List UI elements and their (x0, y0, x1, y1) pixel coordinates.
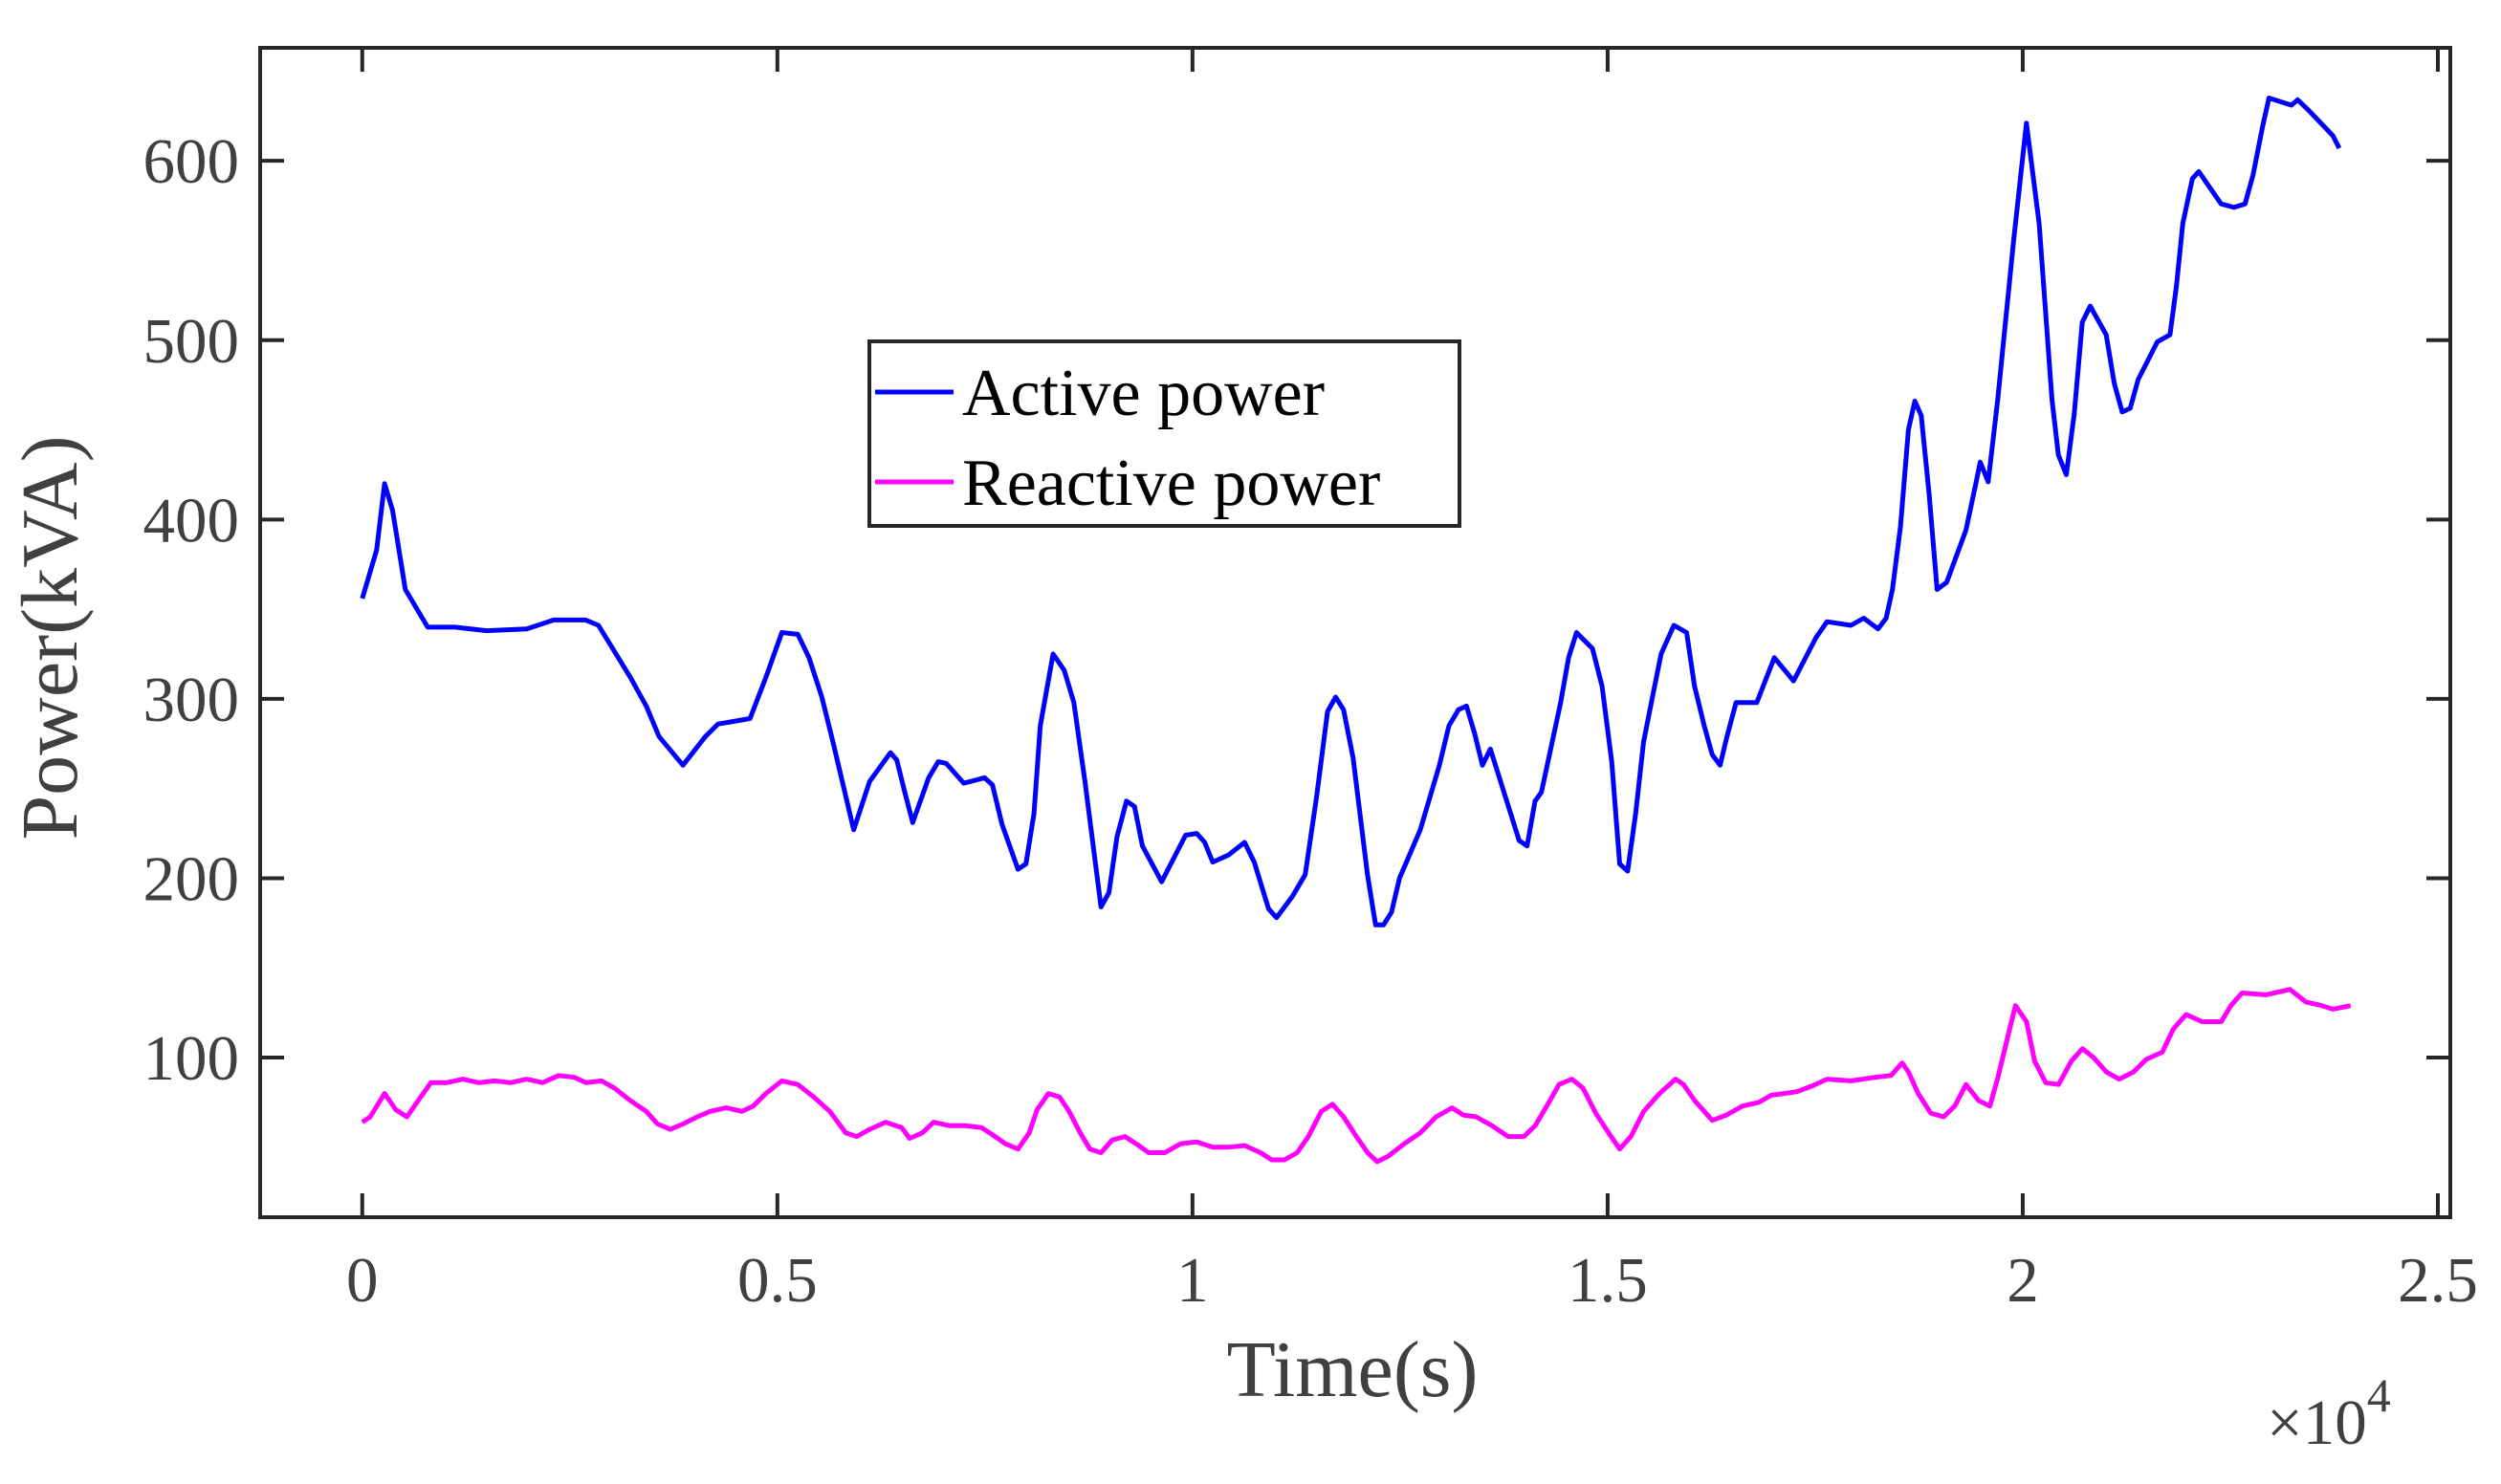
x-tick-label: 2.5 (2398, 1245, 2478, 1316)
legend-box (867, 339, 1461, 528)
x-axis-label: Time(s) (1227, 1325, 1479, 1414)
data-line (361, 987, 2352, 1165)
x-multiplier: ×104 (2267, 1368, 2391, 1458)
x-tick-label: 1.5 (1568, 1245, 1648, 1316)
y-axis-label: Power(kVA) (6, 435, 95, 840)
x-tick-label: 1 (1176, 1245, 1209, 1316)
x-multiplier-exponent: 4 (2367, 1368, 2391, 1422)
data-line (360, 96, 2342, 928)
axes-box (258, 46, 2452, 1219)
y-tick-label: 100 (143, 1023, 240, 1094)
legend-label: Reactive power (962, 447, 1380, 520)
y-tick-label: 600 (143, 126, 240, 197)
y-tick-label: 300 (143, 665, 240, 735)
x-multiplier-base: ×10 (2267, 1387, 2367, 1458)
x-tick-label: 0.5 (737, 1245, 818, 1316)
y-tick-label: 200 (143, 843, 240, 914)
y-tick-label: 500 (143, 306, 240, 377)
y-tick-label: 400 (143, 485, 240, 556)
x-tick-label: 2 (2007, 1245, 2039, 1316)
legend-label: Active power (962, 357, 1325, 430)
x-tick-label: 0 (346, 1245, 379, 1316)
